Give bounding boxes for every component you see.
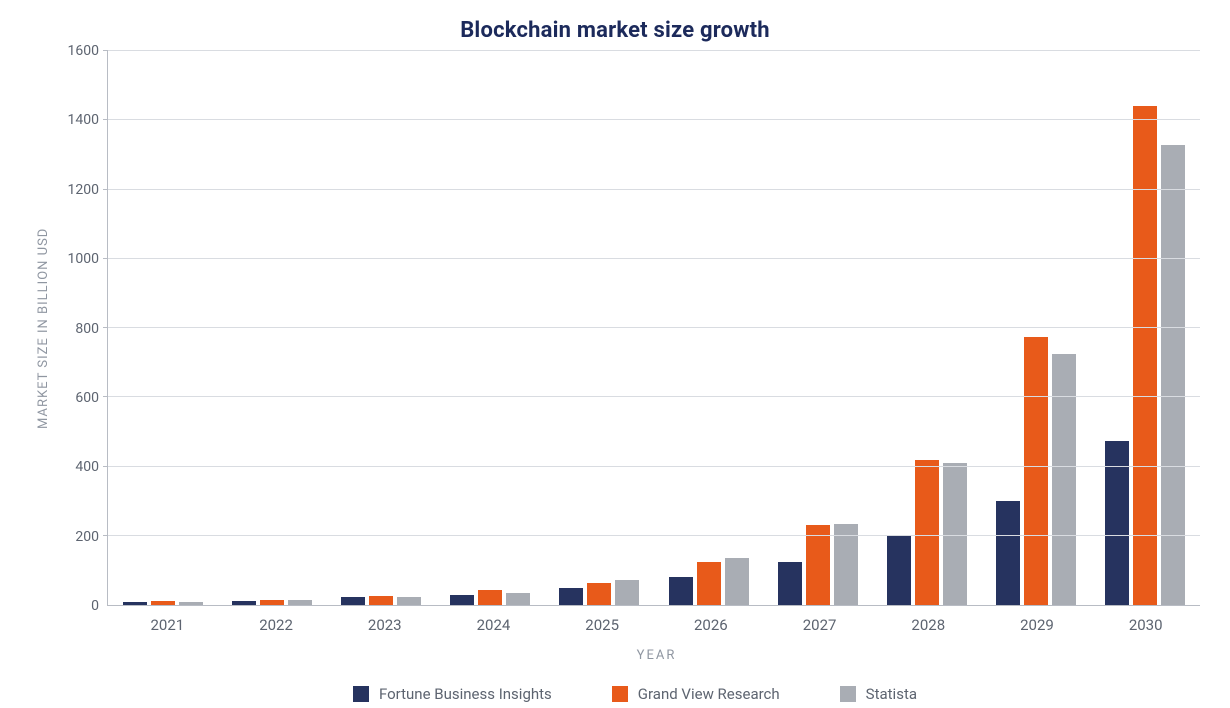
bar [615,580,639,605]
legend-swatch [840,686,856,702]
y-tick-mark [103,258,108,259]
x-tick-label: 2025 [548,606,657,634]
bar-group [545,51,654,605]
x-tick-label: 2022 [222,606,331,634]
bar [369,596,393,605]
bar-group [108,51,217,605]
chart-title: Blockchain market size growth [30,18,1200,43]
x-axis-title: YEAR [113,648,1200,663]
bar [915,460,939,605]
bar [123,602,147,605]
bar [725,558,749,605]
bar [806,525,830,605]
y-tick-mark [103,119,108,120]
bar [288,600,312,605]
y-axis-title: MARKET SIZE IN BILLION USD [30,51,51,606]
x-tick-label: 2027 [765,606,874,634]
bar [1052,354,1076,605]
gridline [108,50,1200,51]
x-tick-row: 2021202220232024202520262027202820292030 [113,606,1200,634]
legend-label: Grand View Research [638,685,780,703]
y-tick-mark [103,50,108,51]
y-tick-mark [103,396,108,397]
x-tick-label: 2023 [330,606,439,634]
chart-container: Blockchain market size growth MARKET SIZ… [0,0,1230,708]
bar [778,562,802,605]
y-tick-mark [103,466,108,467]
bar [1133,106,1157,605]
y-tick-mark [103,189,108,190]
legend: Fortune Business Insights Grand View Rese… [70,685,1200,703]
plot-area [107,51,1200,606]
y-tick-column: 16001400120010008006004002000 [51,51,107,606]
y-tick-mark [103,327,108,328]
plot-row: MARKET SIZE IN BILLION USD 1600140012001… [30,51,1200,606]
bar-group [436,51,545,605]
bar [478,590,502,605]
bar [559,588,583,605]
bar [341,597,365,605]
bar [996,501,1020,605]
legend-label: Fortune Business Insights [379,685,552,703]
x-tick-label: 2030 [1091,606,1200,634]
bar-group [982,51,1091,605]
legend-swatch [353,686,369,702]
legend-item: Grand View Research [612,685,780,703]
bar-group [217,51,326,605]
bar [151,601,175,605]
bar [834,524,858,605]
bar [587,583,611,606]
x-tick-label: 2029 [983,606,1092,634]
bar [669,577,693,605]
gridline [108,327,1200,328]
gridline [108,189,1200,190]
y-tick-mark [103,535,108,536]
bar [260,600,284,605]
bar [232,601,256,605]
gridline [108,396,1200,397]
bar-group [872,51,981,605]
bar-group [654,51,763,605]
legend-swatch [612,686,628,702]
bar [1024,337,1048,605]
bar [887,536,911,605]
legend-label: Statista [866,685,917,703]
bar [697,562,721,605]
x-tick-label: 2021 [113,606,222,634]
gridline [108,535,1200,536]
bar-group [763,51,872,605]
bar-group [326,51,435,605]
bar-group [1091,51,1200,605]
legend-item: Fortune Business Insights [353,685,552,703]
bar [506,593,530,605]
bar [1161,145,1185,606]
x-tick-label: 2024 [439,606,548,634]
legend-item: Statista [840,685,917,703]
bar [397,597,421,605]
bar [179,602,203,605]
gridline [108,258,1200,259]
bar-groups [108,51,1200,605]
bar [450,595,474,605]
x-tick-label: 2026 [657,606,766,634]
gridline [108,466,1200,467]
x-tick-label: 2028 [874,606,983,634]
gridline [108,119,1200,120]
